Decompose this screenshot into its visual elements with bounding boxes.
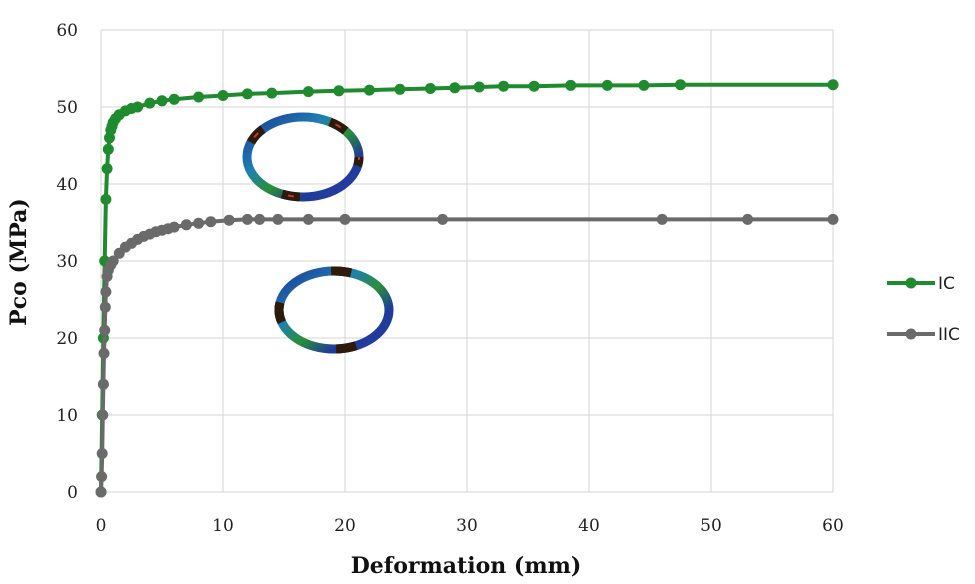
data-point [437,213,449,225]
data-point [302,213,314,225]
data-point [272,213,284,225]
data-point [156,95,168,107]
data-point [254,213,266,225]
data-point [656,213,668,225]
legend-label: IIC [938,325,960,345]
legend-label: IC [938,274,955,294]
data-point [98,347,110,359]
x-tick-label: 0 [96,516,107,536]
y-tick-label: 20 [56,329,78,349]
y-tick-label: 50 [56,98,78,118]
y-tick-label: 30 [56,252,78,272]
data-point [193,217,205,229]
legend-item: IIC [887,325,960,345]
legend: IC IIC [887,274,960,345]
data-point [394,83,406,95]
y-tick-label: 60 [56,21,78,41]
data-point [97,378,109,390]
ellipse-cross-section-icon [242,112,364,202]
y-axis-title: Pco (MPa) [6,198,32,326]
data-point [498,80,510,92]
data-point [96,448,108,459]
data-point [565,79,577,91]
data-point [101,163,113,175]
x-tick-label: 40 [578,516,600,536]
data-point [241,88,253,100]
data-point [241,213,253,225]
data-point [99,324,111,336]
data-point [102,143,114,155]
data-point [473,81,485,93]
data-point [99,301,111,313]
data-point [96,471,108,483]
data-point [827,79,839,91]
x-tick-label: 20 [334,516,356,536]
y-tick-label: 0 [67,483,78,503]
data-point [168,221,180,233]
series-layer [95,79,839,498]
x-tick-label: 10 [212,516,234,536]
data-point [168,93,180,105]
series-ic [95,79,839,498]
x-tick-label: 60 [822,516,844,536]
y-tick-label: 40 [56,175,78,195]
data-point [339,213,351,225]
data-point [424,83,436,94]
data-point [601,79,613,91]
data-point [266,87,278,99]
y-tick-label: 10 [56,406,78,426]
x-tick-label: 30 [456,516,478,536]
data-point [675,79,686,91]
data-point [302,86,314,98]
data-point [363,84,375,96]
data-point [180,219,192,231]
data-point [132,101,144,113]
data-point [528,80,540,92]
series-iic [95,213,839,498]
data-point [638,79,650,91]
data-point [205,216,217,228]
data-point [223,214,235,226]
data-point [97,409,109,421]
data-point [107,255,119,267]
x-axis-title: Deformation (mm) [351,553,582,579]
data-point [827,213,839,225]
x-axis-ticks: 0 10 20 30 40 50 60 [96,516,844,536]
ring-cross-section-icon [274,266,394,354]
data-point [144,97,156,109]
data-point [95,486,107,498]
x-tick-label: 50 [700,516,722,536]
data-point [100,286,112,298]
data-point [217,90,229,101]
data-point [742,213,754,225]
data-point [193,91,205,103]
y-axis-ticks: 0 10 20 30 40 50 60 [56,21,78,503]
data-point [449,82,461,94]
legend-item: IC [887,274,955,294]
data-point [100,193,112,205]
grid [100,29,834,493]
data-point [333,85,345,97]
legend-marker [905,277,917,289]
legend-marker [905,328,917,340]
